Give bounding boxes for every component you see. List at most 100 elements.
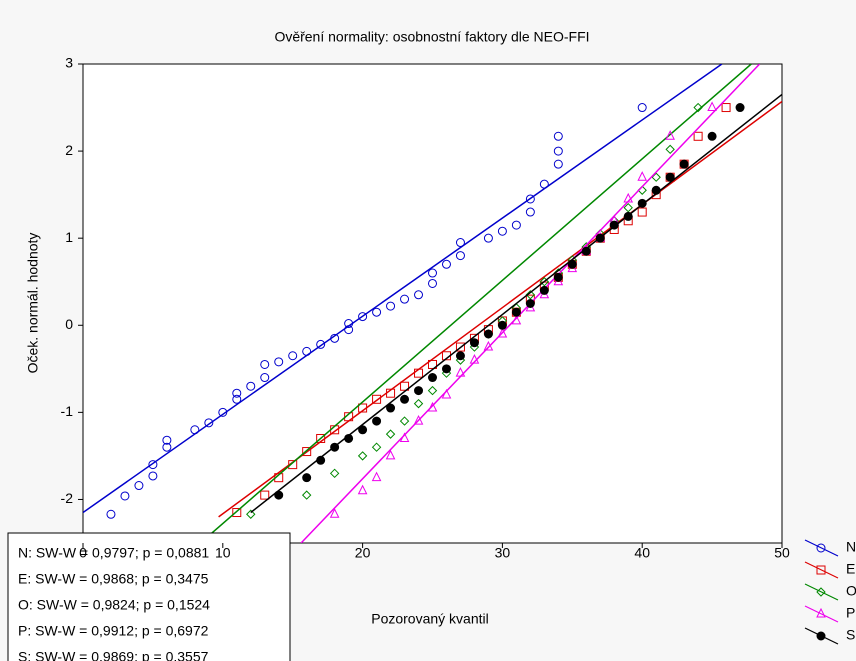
- fit-line: [199, 64, 752, 543]
- marker: [190, 425, 200, 435]
- marker: [497, 327, 508, 338]
- marker: [497, 320, 507, 330]
- marker: [358, 425, 368, 435]
- stats-box: [7, 532, 291, 661]
- marker: [553, 159, 563, 169]
- marker: [553, 146, 563, 156]
- marker: [246, 509, 256, 519]
- marker: [399, 416, 410, 426]
- fit-line: [83, 64, 723, 514]
- marker: [358, 312, 368, 322]
- marker: [511, 314, 522, 325]
- marker: [693, 102, 703, 113]
- x-tick-label: 0: [79, 545, 87, 561]
- marker: [441, 388, 452, 399]
- marker: [344, 319, 354, 329]
- marker: [344, 325, 354, 335]
- fit-line: [218, 100, 782, 518]
- legend-marker: [816, 587, 826, 597]
- marker: [316, 455, 326, 465]
- marker: [735, 103, 745, 113]
- marker: [358, 403, 368, 413]
- stats-line: E: SW-W = 0,9868; p = 0,3475: [18, 571, 209, 587]
- marker: [302, 447, 312, 457]
- marker: [120, 491, 130, 501]
- marker: [665, 130, 675, 140]
- marker: [148, 460, 158, 470]
- y-tick-label: 3: [65, 55, 73, 71]
- marker: [385, 429, 396, 439]
- marker: [427, 401, 438, 412]
- marker: [455, 251, 465, 261]
- marker: [260, 490, 270, 500]
- marker: [344, 433, 354, 443]
- stats-line: S: SW-W = 0,9869; p = 0,3557: [18, 649, 209, 661]
- marker: [539, 277, 550, 287]
- marker: [455, 342, 465, 352]
- marker: [525, 207, 535, 217]
- marker: [414, 368, 424, 378]
- x-axis-label: Pozorovaný kvantil: [371, 611, 489, 627]
- marker: [330, 333, 340, 343]
- marker: [372, 307, 382, 317]
- marker: [301, 490, 312, 500]
- marker: [455, 351, 465, 361]
- marker: [302, 473, 312, 483]
- marker: [539, 285, 549, 295]
- x-tick-label: 30: [495, 545, 511, 561]
- legend-line: [804, 605, 839, 623]
- legend-label: S: [846, 627, 855, 643]
- marker: [357, 451, 368, 461]
- marker: [218, 407, 228, 417]
- marker: [400, 294, 410, 304]
- marker: [483, 233, 493, 243]
- marker: [386, 301, 396, 311]
- plot-content: [83, 64, 782, 543]
- marker: [413, 398, 424, 409]
- marker: [525, 299, 535, 308]
- marker: [330, 442, 340, 452]
- legend-marker: [816, 631, 826, 641]
- marker: [553, 131, 563, 141]
- x-tick-label: 40: [634, 545, 650, 561]
- legend-line: [804, 539, 839, 557]
- marker: [329, 468, 340, 479]
- marker: [497, 226, 507, 236]
- y-tick-label: 0: [65, 316, 73, 332]
- marker: [483, 329, 493, 339]
- chart-title: Ověření normality: osobnostní faktory dl…: [274, 29, 589, 45]
- marker: [623, 202, 633, 213]
- marker: [637, 171, 648, 181]
- marker: [162, 435, 172, 445]
- marker: [665, 144, 675, 155]
- marker: [400, 394, 410, 404]
- marker: [428, 359, 437, 369]
- marker: [637, 198, 647, 208]
- x-tick-label: 10: [215, 545, 231, 561]
- marker: [414, 290, 424, 300]
- marker: [665, 172, 675, 182]
- marker: [148, 471, 158, 481]
- legend-line: [804, 561, 839, 579]
- legend-line: [804, 583, 839, 601]
- marker: [428, 373, 437, 383]
- y-tick-label: 2: [65, 142, 73, 158]
- marker: [372, 394, 382, 404]
- legend-marker: [816, 543, 826, 553]
- marker: [329, 508, 340, 518]
- legend-label: E: [846, 561, 855, 577]
- stats-line: P: SW-W = 0,9912; p = 0,6972: [18, 623, 209, 639]
- marker: [455, 367, 466, 377]
- marker: [721, 103, 731, 113]
- marker: [693, 131, 703, 141]
- marker: [260, 359, 270, 369]
- marker: [274, 490, 284, 500]
- legend-marker: [816, 607, 826, 618]
- marker: [204, 418, 214, 428]
- marker: [427, 385, 438, 396]
- marker: [288, 351, 298, 361]
- marker: [623, 211, 633, 221]
